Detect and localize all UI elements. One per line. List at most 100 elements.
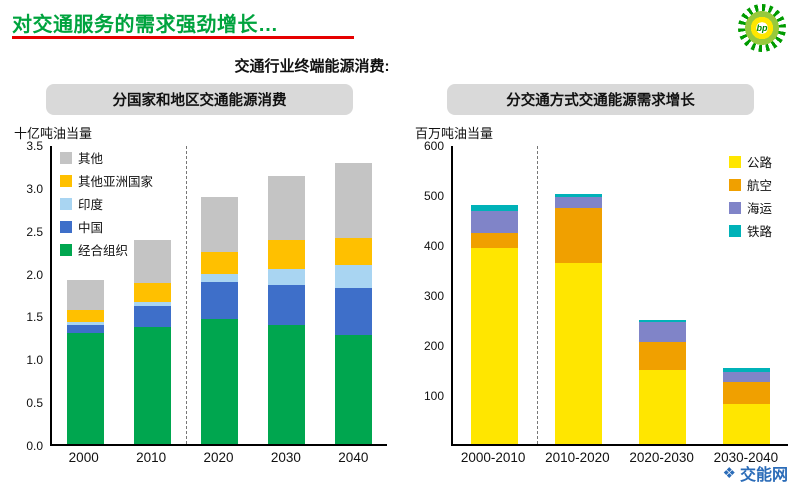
bar-segment-海运: [555, 197, 603, 209]
chart-panel-by-mode: 分交通方式交通能源需求增长 百万吨油当量 600 500 400 300 200 100 …: [413, 84, 788, 465]
legend-label: 其他亚洲国家: [78, 175, 154, 189]
x-axis-label: 2040: [338, 450, 369, 465]
right-plot-wrap: 公路航空海运铁路 2000-2010 2010-2020 2020-2030 2030…: [451, 146, 788, 465]
bar-segment-印度: [66, 322, 105, 325]
bar-segment-公路: [471, 247, 519, 444]
legend-swatch: [60, 151, 72, 164]
page-title: 对交通服务的需求强劲增长…: [12, 14, 279, 36]
legend-swatch: [728, 224, 741, 237]
stacked-bar-2020: [200, 146, 239, 444]
stacked-bar-2040: [334, 146, 373, 444]
stacked-bar-2030: [267, 146, 306, 444]
right-legend: 公路 航空 海运 铁路: [728, 152, 772, 240]
bar-slot: [52, 146, 119, 444]
legend-swatch: [728, 155, 741, 168]
legend-swatch: [60, 174, 72, 187]
x-axis-label: 2020: [203, 450, 234, 465]
bar-slot: [253, 146, 320, 444]
history-forecast-divider: [536, 146, 538, 444]
stacked-bar-2030-2040: [722, 146, 770, 444]
left-legend: 其他 其他亚洲国家 印度 中国 经合组织: [60, 148, 153, 259]
left-chart-body: 3.5 3.0 2.5 2.0 1.5 1.0 0.5 0.0 其他 其他亚洲国家 印度 中国 经合组…: [12, 139, 387, 465]
right-chart-title: 分交通方式交通能源需求增长: [446, 84, 755, 115]
bar-segment-公路: [555, 262, 603, 444]
x-axis-label: 2000-2010: [460, 450, 526, 465]
legend-item: 铁路: [728, 221, 772, 240]
y-tick-label: 1.0: [26, 353, 43, 368]
legend-label: 铁路: [746, 225, 772, 239]
header: 对交通服务的需求强劲增长… bp: [0, 0, 800, 52]
bar-segment-中国: [200, 282, 239, 319]
y-tick-label: 1.5: [26, 310, 43, 325]
bar-segment-其他: [133, 239, 172, 284]
bar-segment-经合组织: [200, 318, 239, 444]
y-tick-label: 3.5: [26, 139, 43, 153]
stacked-bar-2010-2020: [555, 146, 603, 444]
y-tick-label: 300: [423, 289, 444, 303]
y-tick-label: 100: [423, 389, 444, 403]
legend-item: 航空: [728, 175, 772, 194]
legend-swatch: [728, 178, 741, 191]
bar-segment-印度: [200, 273, 239, 283]
y-tick-label: 200: [423, 339, 444, 353]
y-tick-label: 3.0: [26, 181, 43, 196]
subtitle: 交通行业终端能源消费:: [234, 58, 390, 75]
x-axis-label: 2020-2030: [629, 450, 694, 465]
bar-segment-中国: [334, 288, 373, 336]
bar-segment-经合组织: [267, 324, 306, 444]
legend-label: 中国: [78, 221, 104, 235]
bar-segment-印度: [267, 269, 306, 285]
x-axis-label: 2010-2020: [545, 450, 610, 465]
bar-segment-其他亚洲国家: [334, 237, 373, 266]
bar-slot: [119, 146, 186, 444]
bar-segment-海运: [722, 372, 770, 382]
legend-item: 公路: [728, 152, 772, 171]
bar-segment-铁路: [555, 194, 603, 198]
bar-segment-公路: [638, 369, 686, 444]
left-plot-area: 其他 其他亚洲国家 印度 中国 经合组织: [50, 146, 387, 446]
bar-segment-航空: [555, 208, 603, 263]
bar-segment-其他: [334, 163, 373, 238]
legend-label: 海运: [746, 202, 772, 216]
legend-swatch: [728, 201, 741, 214]
legend-label: 公路: [746, 156, 772, 170]
bar-segment-海运: [638, 322, 686, 343]
watermark-icon: ❖: [722, 465, 736, 482]
stacked-bar-2020-2030: [638, 146, 686, 444]
bar-segment-铁路: [722, 368, 770, 373]
legend-label: 其他: [78, 152, 104, 166]
right-x-axis: 2000-2010 2010-2020 2020-2030 2030-2040: [451, 450, 788, 465]
legend-swatch: [60, 243, 72, 256]
right-chart-unit-label: 百万吨油当量: [415, 126, 494, 141]
y-tick-label: 500: [423, 189, 444, 203]
watermark: ❖ 交能网: [723, 461, 788, 485]
bar-segment-其他: [267, 175, 306, 240]
bar-segment-航空: [638, 342, 686, 370]
bar-segment-其他: [66, 279, 105, 311]
bar-segment-中国: [133, 306, 172, 327]
legend-item: 印度: [60, 194, 153, 213]
x-axis-label: 2030: [270, 450, 301, 465]
x-axis-label: 2030-2040: [713, 450, 779, 465]
y-tick-label: 400: [423, 239, 444, 253]
legend-label: 航空: [746, 179, 772, 193]
left-y-axis: 3.5 3.0 2.5 2.0 1.5 1.0 0.5 0.0: [12, 139, 50, 453]
title-underline: [12, 36, 354, 39]
y-tick-label: 2.5: [26, 224, 43, 239]
bar-segment-铁路: [471, 204, 519, 211]
legend-swatch: [60, 197, 72, 210]
left-plot-wrap: 其他 其他亚洲国家 印度 中国 经合组织 2000 2010 2020 2030 2040: [50, 146, 387, 465]
legend-item: 中国: [60, 217, 153, 236]
bar-segment-经合组织: [66, 333, 105, 444]
charts-row: 分国家和地区交通能源消费 十亿吨油当量 3.5 3.0 2.5 2.0 1.5 1.0 0.…: [0, 84, 800, 465]
stacked-bar-2000-2010: [471, 146, 519, 444]
watermark-text: 交能网: [739, 467, 788, 484]
stacked-bar-2010: [133, 146, 172, 444]
right-chart-body: 600 500 400 300 200 100 公路 航空 海运 铁路 2000-2010 201…: [413, 139, 788, 465]
legend-label: 印度: [78, 198, 104, 212]
bar-segment-航空: [471, 232, 519, 248]
bar-segment-其他亚洲国家: [66, 310, 105, 323]
legend-item: 其他: [60, 148, 153, 167]
bar-segment-其他亚洲国家: [133, 283, 172, 302]
